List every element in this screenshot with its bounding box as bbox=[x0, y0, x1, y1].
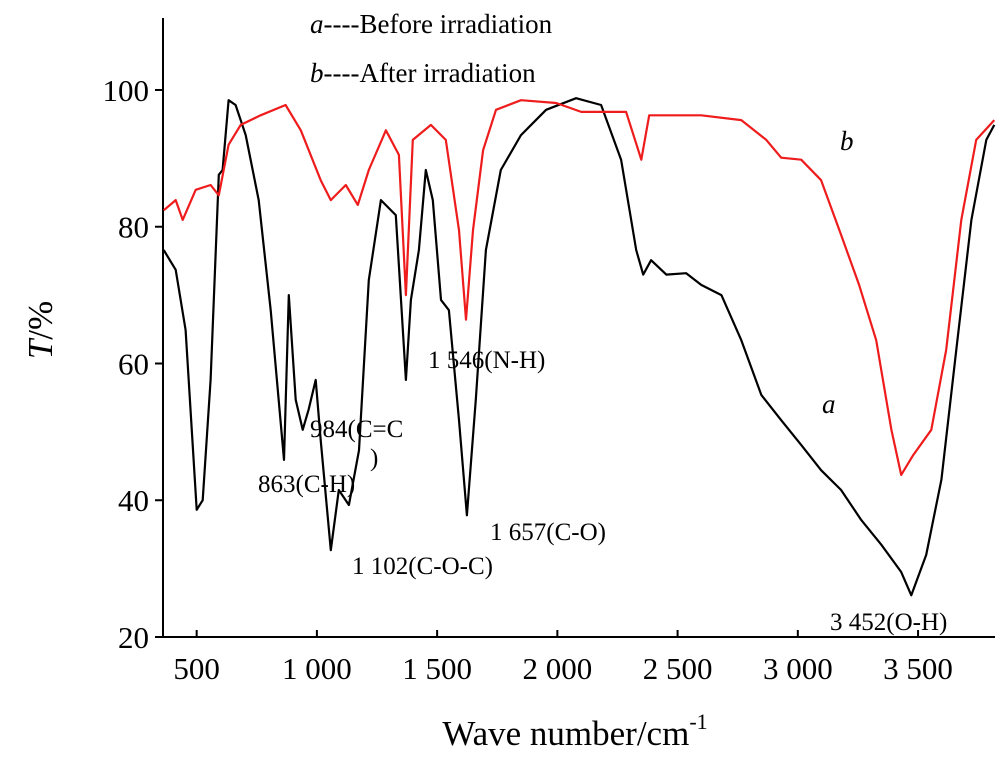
spectrum-line bbox=[162, 99, 996, 476]
y-tick-label: 20 bbox=[118, 620, 149, 655]
peak-annotation: 984(C=C bbox=[310, 416, 403, 443]
curve-label: b bbox=[840, 126, 854, 156]
y-axis-label: T/% bbox=[21, 301, 60, 359]
y-tick-label: 80 bbox=[118, 210, 149, 245]
x-axis-label: Wave number/cm-1 bbox=[442, 709, 707, 753]
peak-annotation: 863(C-H) bbox=[258, 471, 355, 498]
x-tick-label: 3 500 bbox=[883, 651, 953, 686]
y-tick-label: 40 bbox=[118, 483, 149, 518]
legend-entry: a----Before irradiation bbox=[310, 9, 553, 39]
x-tick-label: 2 000 bbox=[522, 651, 592, 686]
x-tick-label: 1 500 bbox=[402, 651, 472, 686]
y-tick-label: 100 bbox=[103, 73, 150, 108]
peak-annotation: 1 546(N-H) bbox=[428, 347, 545, 374]
legend-entry: b----After irradiation bbox=[310, 58, 536, 88]
x-tick-label: 500 bbox=[173, 651, 220, 686]
peak-annotation: ) bbox=[370, 445, 378, 472]
peak-annotation: 1 657(C-O) bbox=[490, 519, 606, 546]
y-tick-label: 60 bbox=[118, 346, 149, 381]
peak-annotation: 1 102(C-O-C) bbox=[352, 553, 493, 580]
curve-label: a bbox=[822, 389, 836, 419]
peak-annotation: 3 452(O-H) bbox=[830, 609, 947, 636]
x-tick-label: 2 500 bbox=[643, 651, 713, 686]
spectrum-line bbox=[162, 97, 996, 597]
x-tick-label: 1 000 bbox=[282, 651, 352, 686]
x-tick-label: 3 000 bbox=[763, 651, 833, 686]
